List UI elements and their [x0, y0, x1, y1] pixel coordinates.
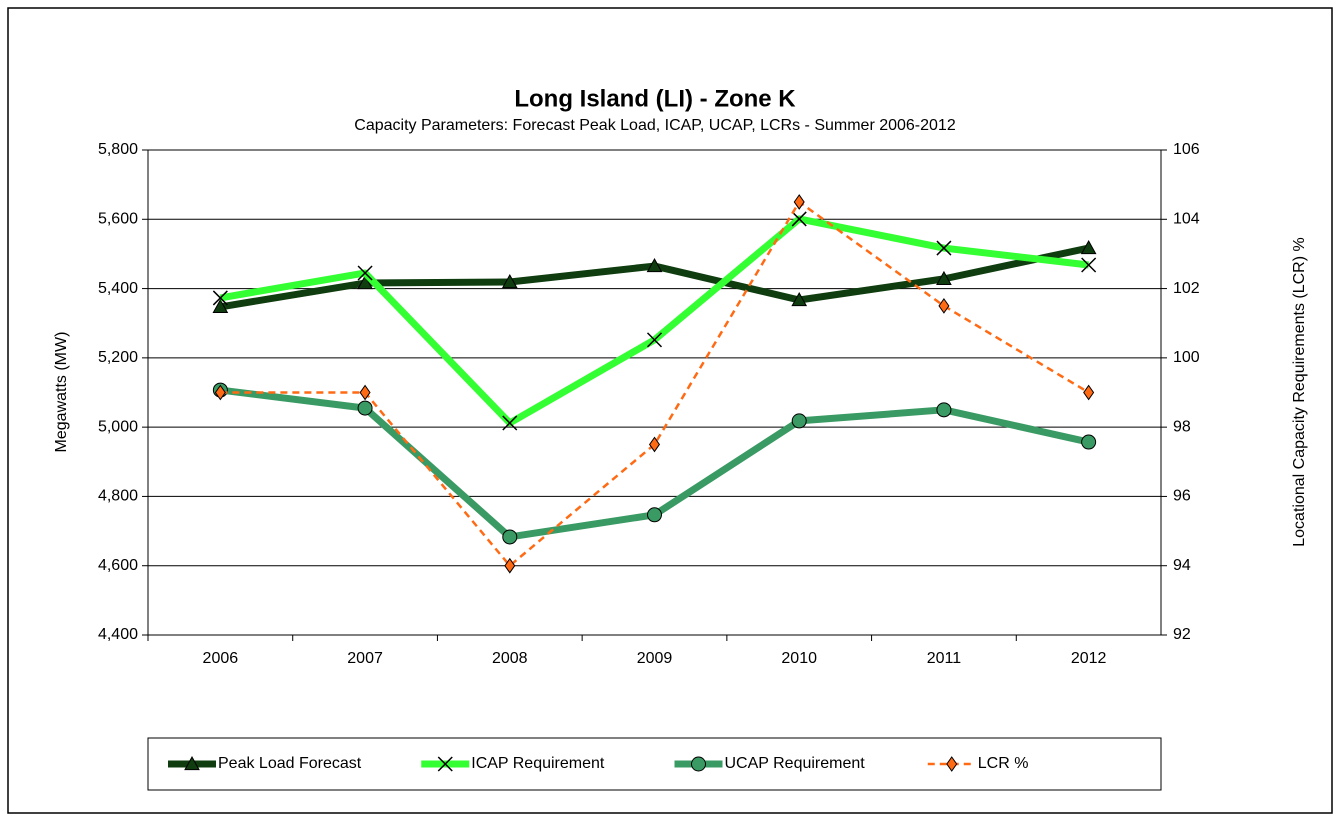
data-point [793, 194, 805, 210]
y-tick-label: 5,600 [98, 211, 138, 228]
y2-tick-label: 96 [1173, 488, 1191, 505]
data-point [646, 258, 663, 273]
data-point [357, 274, 373, 290]
x-tick-label: 2011 [927, 650, 962, 667]
y-tick-label: 5,800 [98, 141, 138, 158]
y-tick-label: 5,400 [98, 280, 138, 297]
data-point [212, 298, 229, 314]
y-tick-label: 5,200 [98, 349, 138, 366]
data-point [214, 384, 226, 401]
x-tick-label: 2008 [492, 650, 528, 667]
legend-box [147, 737, 1162, 791]
x-tick-label: 2006 [203, 650, 239, 667]
y-tick-label: 4,400 [98, 626, 138, 643]
y-tick-label: 4,600 [98, 557, 138, 574]
data-point [938, 298, 950, 314]
chart-subtitle: Capacity Parameters: Forecast Peak Load,… [354, 117, 956, 134]
x-tick-label: 2010 [781, 650, 817, 667]
legend-label: UCAP Requirement [725, 755, 866, 772]
y2-tick-label: 94 [1173, 557, 1191, 574]
data-point [359, 384, 371, 401]
data-point [936, 270, 952, 285]
y2-tick-label: 102 [1173, 280, 1200, 297]
data-point [501, 273, 518, 289]
data-point [646, 332, 663, 348]
legend-marker [946, 756, 958, 772]
x-tick-label: 2007 [347, 650, 383, 667]
chart-border [7, 7, 1333, 814]
y2-tick-label: 106 [1173, 141, 1200, 158]
data-point [1083, 384, 1095, 401]
data-point [502, 415, 518, 431]
x-tick-label: 2012 [1071, 650, 1107, 667]
y-tick-label: 5,000 [98, 418, 138, 435]
y2-tick-label: 92 [1173, 626, 1191, 643]
data-point [648, 436, 661, 453]
data-point [1081, 434, 1097, 450]
data-point [504, 557, 516, 574]
y2-tick-label: 98 [1173, 418, 1191, 435]
legend-label: LCR % [978, 755, 1029, 772]
y2-tick-label: 104 [1173, 211, 1200, 228]
data-point [502, 529, 518, 545]
y2-axis-label: Locational Capacity Requirements (LCR) % [1291, 237, 1308, 546]
data-point [647, 507, 662, 523]
data-point [791, 291, 808, 307]
legend-label: Peak Load Forecast [218, 755, 362, 772]
legend-marker [184, 755, 200, 771]
y-tick-label: 4,800 [98, 488, 138, 505]
legend-label: ICAP Requirement [471, 755, 605, 772]
data-point [212, 290, 228, 306]
data-point [791, 211, 807, 227]
data-point [936, 402, 952, 418]
data-point [1080, 240, 1097, 255]
data-point [1081, 257, 1097, 273]
data-point [357, 400, 373, 416]
data-point [357, 265, 373, 281]
chart-title: Long Island (LI) - Zone K [514, 85, 796, 112]
legend-marker [691, 756, 706, 772]
data-point [791, 413, 807, 429]
y2-tick-label: 100 [1173, 349, 1200, 366]
y-axis-label: Megawatts (MW) [53, 332, 70, 453]
data-point [936, 240, 952, 256]
x-tick-label: 2009 [637, 650, 673, 667]
legend-marker [437, 756, 453, 772]
